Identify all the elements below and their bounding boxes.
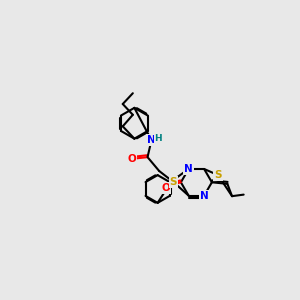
Text: N: N [200, 190, 208, 201]
Text: N: N [147, 135, 156, 145]
Text: S: S [214, 170, 222, 180]
Text: O: O [161, 183, 170, 193]
Text: N: N [184, 164, 193, 174]
Text: S: S [169, 177, 177, 187]
Text: O: O [128, 154, 136, 164]
Text: H: H [154, 134, 162, 143]
